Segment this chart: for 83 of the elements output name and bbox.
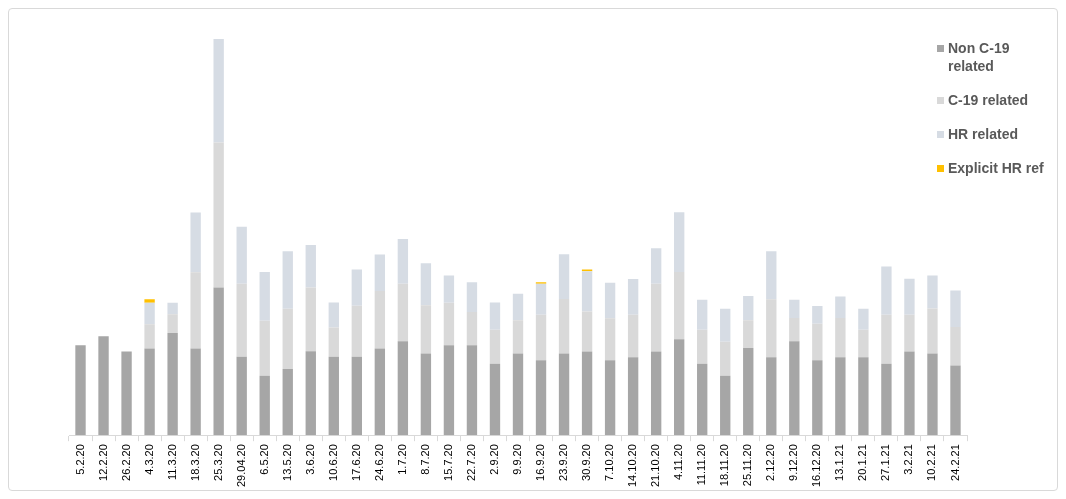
legend-label: C-19 related — [948, 91, 1029, 109]
bar — [328, 356, 339, 436]
x-tick-label: 22.7.20 — [464, 444, 477, 481]
legend-label: Explicit HR ref — [948, 159, 1044, 177]
bar — [743, 348, 754, 436]
x-tick-label: 1.7.20 — [395, 444, 408, 475]
legend-label: HR related — [948, 125, 1019, 143]
x-tick-label: 9.9.20 — [511, 444, 524, 475]
bar — [604, 360, 616, 436]
x-tick-label: 11.3.20 — [165, 444, 178, 481]
bar — [627, 357, 639, 436]
bar — [512, 353, 524, 436]
bar — [904, 351, 915, 436]
x-tick-label: 30.9.20 — [580, 444, 593, 481]
bar — [236, 356, 247, 436]
x-tick-label: 23.9.20 — [557, 444, 570, 481]
bar — [489, 363, 501, 436]
x-tick-label: 26.2.20 — [119, 444, 132, 481]
bar — [766, 357, 777, 436]
x-tick-label: 15.7.20 — [441, 444, 454, 481]
x-tick-label: 29.04.20 — [234, 444, 247, 488]
bar — [420, 353, 432, 436]
x-tick-label: 27.1.21 — [879, 444, 892, 481]
bar — [535, 360, 547, 436]
bar — [167, 332, 178, 436]
bar — [190, 348, 201, 436]
bar — [927, 353, 938, 436]
bar — [881, 363, 892, 436]
x-tick-label: 24.2.21 — [948, 444, 961, 481]
x-tick-label: 13.1.21 — [833, 444, 846, 481]
bar — [213, 287, 224, 436]
x-tick-label: 4.11.20 — [672, 444, 685, 481]
x-tick-label: 9.12.20 — [787, 444, 800, 481]
bar — [121, 351, 132, 436]
x-tick-label: 21.10.20 — [649, 444, 662, 488]
bar — [558, 353, 570, 436]
x-tick-label: 5.2.20 — [73, 444, 86, 475]
x-tick-label: 17.6.20 — [349, 444, 362, 481]
bar — [720, 375, 731, 436]
bar — [98, 336, 109, 436]
x-tick-label: 4.3.20 — [142, 444, 155, 475]
bar — [950, 365, 961, 436]
x-tick-label: 7.10.20 — [603, 444, 616, 481]
x-tick-label: 11.11.20 — [695, 444, 708, 486]
bar — [581, 351, 593, 436]
x-tick-label: 12.2.20 — [96, 444, 109, 481]
bar — [259, 375, 270, 436]
x-tick-label: 8.7.20 — [418, 444, 431, 475]
bar — [397, 341, 409, 436]
x-tick-label: 3.6.20 — [303, 444, 316, 475]
x-tick-label: 13.5.20 — [280, 444, 293, 481]
x-tick-label: 18.3.20 — [188, 444, 201, 481]
x-tick-label: 25.11.20 — [741, 444, 754, 487]
x-tick-label: 6.5.20 — [257, 444, 270, 475]
bar — [466, 345, 478, 436]
bar — [674, 339, 685, 436]
x-tick-label: 16.12.20 — [810, 444, 823, 488]
bar — [374, 348, 386, 436]
bar — [305, 351, 316, 436]
x-tick-label: 24.6.20 — [372, 444, 385, 481]
x-tick-label: 18.11.20 — [718, 444, 731, 487]
x-tick-label: 3.2.21 — [902, 444, 915, 475]
bar — [789, 341, 800, 436]
bar — [144, 299, 155, 303]
bar — [650, 351, 662, 436]
bar — [75, 345, 86, 436]
bar — [351, 356, 362, 436]
bar — [144, 348, 155, 436]
x-tick-label: 10.6.20 — [326, 444, 339, 481]
bar — [282, 369, 293, 436]
x-tick-label: 16.9.20 — [534, 444, 547, 481]
x-tick-label: 10.2.21 — [925, 444, 938, 481]
bar — [858, 357, 869, 436]
x-tick-label: 14.10.20 — [626, 444, 639, 488]
legend-label: Non C-19 related — [948, 39, 1011, 75]
x-tick-label: 2.9.20 — [488, 444, 501, 475]
x-tick-label: 25.3.20 — [211, 444, 224, 481]
x-tick-label: 20.1.21 — [856, 444, 869, 481]
bar — [443, 345, 455, 436]
bar — [812, 360, 823, 436]
x-tick-label: 2.12.20 — [764, 444, 777, 481]
bar — [835, 357, 846, 436]
bar — [697, 363, 708, 436]
